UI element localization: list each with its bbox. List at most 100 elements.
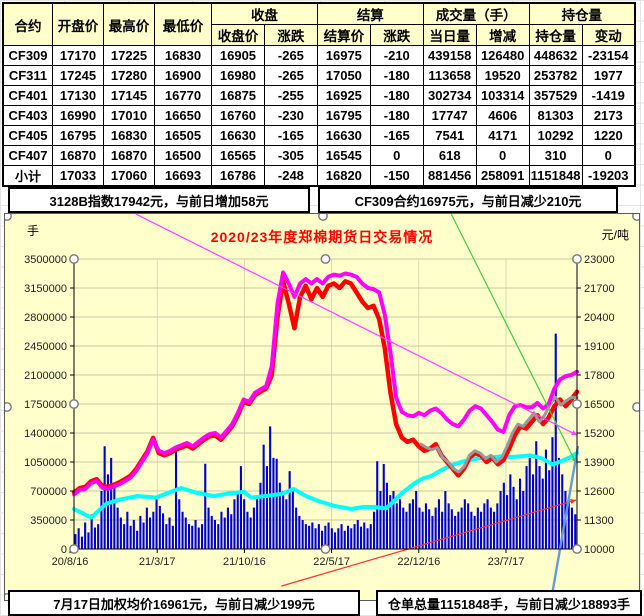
cell-close-change[interactable]: -305 xyxy=(263,145,318,166)
cell-oi[interactable]: 448632 xyxy=(528,45,583,66)
cell-oi[interactable]: 357529 xyxy=(528,85,583,106)
cell-oi-change[interactable]: 1220 xyxy=(581,125,636,146)
cell-contract[interactable]: CF401 xyxy=(2,85,53,106)
cell-close-price[interactable]: 16760 xyxy=(211,105,265,126)
warehouse-receipt-info-box[interactable]: 仓单总量1151848手，与前日减少18893手 xyxy=(376,590,642,616)
cell-volume-change[interactable]: 103314 xyxy=(475,85,530,106)
cell-settle-change[interactable]: -210 xyxy=(369,45,424,66)
selection-handle[interactable] xyxy=(5,214,12,221)
cell-settle-change[interactable]: -180 xyxy=(369,65,424,86)
cell-contract[interactable]: 小计 xyxy=(2,165,53,187)
cell-close-price[interactable]: 16875 xyxy=(211,85,265,106)
cell-oi-change[interactable]: -23154 xyxy=(581,45,636,66)
chart-title[interactable]: 2020/23年度郑棉期货日交易情况 xyxy=(210,229,434,245)
cell-close-price[interactable]: 16786 xyxy=(211,165,265,187)
cell-close-change[interactable]: -265 xyxy=(263,45,318,66)
cell-open[interactable]: 17245 xyxy=(52,65,104,86)
cell-volume[interactable]: 113658 xyxy=(422,65,477,86)
cell-settle-change[interactable]: -165 xyxy=(369,125,424,146)
cell-open[interactable]: 17170 xyxy=(52,45,104,66)
cell-volume-change[interactable]: 4171 xyxy=(475,125,530,146)
cf309-info-box[interactable]: CF309合约16975元，与前日减少210元 xyxy=(318,187,618,213)
header-oi[interactable]: 持仓量 xyxy=(528,24,583,46)
cell-volume[interactable]: 17747 xyxy=(422,105,477,126)
selection-handle[interactable] xyxy=(320,544,331,554)
cell-close-change[interactable]: -255 xyxy=(263,85,318,106)
cell-open[interactable]: 16870 xyxy=(52,145,104,166)
cell-low[interactable]: 16830 xyxy=(154,45,212,66)
cell-settle-price[interactable]: 16630 xyxy=(316,125,371,146)
cell-close-change[interactable]: -230 xyxy=(263,105,318,126)
down-trend-magenta[interactable] xyxy=(135,214,578,436)
cell-close-price[interactable]: 16630 xyxy=(211,125,265,146)
futures-daily-chart[interactable]: 手 2020/23年度郑棉期货日交易情况 元/吨 3500000 23000 315… xyxy=(4,213,640,601)
cell-open[interactable]: 16990 xyxy=(52,105,104,126)
cell-oi[interactable]: 81303 xyxy=(528,105,583,126)
weighted-avg-info-box[interactable]: 7月17日加权均价16961元，与前日减少199元 xyxy=(8,590,360,616)
volume-bars-series[interactable] xyxy=(74,333,577,549)
cell-close-price[interactable]: 16565 xyxy=(211,145,265,166)
cell-close-change[interactable]: -165 xyxy=(263,125,318,146)
cell-close-change[interactable]: -265 xyxy=(263,65,318,86)
cell-close-price[interactable]: 16980 xyxy=(211,65,265,86)
cell-volume-change[interactable]: 4606 xyxy=(475,105,530,126)
header-volume-group[interactable]: 成交量（手） xyxy=(422,2,530,25)
cell-low[interactable]: 16505 xyxy=(154,125,212,146)
header-settle-price[interactable]: 结算价 xyxy=(316,24,371,46)
cell-settle-price[interactable]: 16820 xyxy=(316,165,371,187)
selection-handle[interactable] xyxy=(5,402,12,412)
cell-oi-change[interactable]: 0 xyxy=(581,145,636,166)
header-close-price[interactable]: 收盘价 xyxy=(211,24,265,46)
cell-settle-price[interactable]: 16925 xyxy=(316,85,371,106)
cell-low[interactable]: 16900 xyxy=(154,65,212,86)
selection-handle[interactable] xyxy=(69,544,79,554)
header-oi-group[interactable]: 持仓量 xyxy=(528,2,636,25)
cell-oi-change[interactable]: -1419 xyxy=(581,85,636,106)
cell-oi-change[interactable]: 2173 xyxy=(581,105,636,126)
index-info-box[interactable]: 3128B指数17942元，与前日增加58元 xyxy=(8,187,310,213)
down-trend-green[interactable] xyxy=(450,214,577,464)
cell-high[interactable]: 16870 xyxy=(103,145,155,166)
cell-settle-price[interactable]: 16545 xyxy=(316,145,371,166)
cell-oi[interactable]: 1151848 xyxy=(528,165,583,187)
cell-low[interactable]: 16693 xyxy=(154,165,212,187)
header-close-change[interactable]: 涨跌 xyxy=(263,24,318,46)
cell-volume-change[interactable]: 126480 xyxy=(475,45,530,66)
header-volume-change[interactable]: 增减 xyxy=(475,24,530,46)
cell-volume-change[interactable]: 19520 xyxy=(475,65,530,86)
cell-volume-change[interactable]: 258091 xyxy=(475,165,530,187)
selection-handle[interactable] xyxy=(69,254,79,264)
cell-settle-change[interactable]: -150 xyxy=(369,165,424,187)
cell-volume[interactable]: 7541 xyxy=(422,125,477,146)
selection-handle[interactable] xyxy=(572,399,582,409)
selection-handle[interactable] xyxy=(572,544,582,554)
cell-contract[interactable]: CF403 xyxy=(2,105,53,126)
cell-high[interactable]: 17145 xyxy=(103,85,155,106)
selection-handle[interactable] xyxy=(632,214,639,221)
selection-handle[interactable] xyxy=(632,402,639,412)
cell-volume[interactable]: 302734 xyxy=(422,85,477,106)
steep-trend-blue[interactable] xyxy=(549,445,580,600)
cell-settle-change[interactable]: 0 xyxy=(369,145,424,166)
header-oi-change[interactable]: 变动 xyxy=(581,24,636,46)
up-trend-red[interactable] xyxy=(281,499,577,587)
cell-volume[interactable]: 439158 xyxy=(422,45,477,66)
cell-high[interactable]: 17225 xyxy=(103,45,155,66)
cell-contract[interactable]: CF311 xyxy=(2,65,53,86)
cell-oi[interactable]: 253782 xyxy=(528,65,583,86)
cell-volume[interactable]: 618 xyxy=(422,145,477,166)
header-close-group[interactable]: 收盘 xyxy=(211,2,318,25)
cell-high[interactable]: 16830 xyxy=(103,125,155,146)
cell-volume[interactable]: 881456 xyxy=(422,165,477,187)
settlement-price-series[interactable] xyxy=(71,279,580,495)
header-settle-change[interactable]: 涨跌 xyxy=(369,24,424,46)
cell-close-change[interactable]: -248 xyxy=(263,165,318,187)
header-open[interactable]: 开盘价 xyxy=(52,2,104,46)
cell-contract[interactable]: CF309 xyxy=(2,45,53,66)
cell-oi-change[interactable]: -19203 xyxy=(581,165,636,187)
cell-volume-change[interactable]: 0 xyxy=(475,145,530,166)
cell-high[interactable]: 17280 xyxy=(103,65,155,86)
cell-open[interactable]: 16795 xyxy=(52,125,104,146)
header-contract[interactable]: 合约 xyxy=(2,2,53,46)
cell-oi[interactable]: 10292 xyxy=(528,125,583,146)
